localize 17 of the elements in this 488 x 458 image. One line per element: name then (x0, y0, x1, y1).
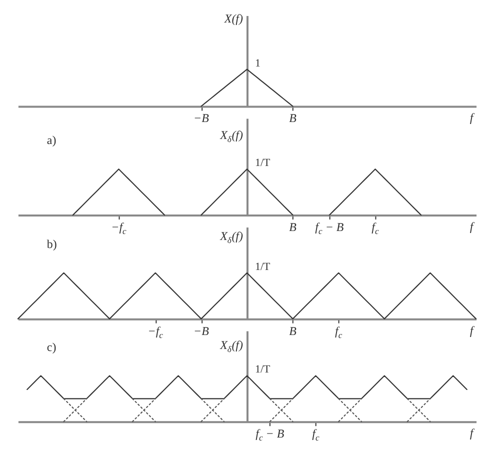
annotation: 1/T (254, 364, 271, 376)
x-tick-label: B (289, 111, 298, 126)
chart-title: c) (46, 340, 56, 354)
text: 1 (254, 57, 260, 70)
x-axis-title: f (470, 110, 475, 125)
annotation: 1/T (254, 157, 271, 170)
x-axis-title: f (470, 323, 475, 338)
x-tick-label: −B (193, 111, 210, 126)
chart-title: b) (46, 236, 57, 251)
y-axis-title: X(f) (223, 11, 243, 26)
x-tick-label: B (289, 220, 298, 234)
x-axis-title: f (470, 220, 475, 234)
chart-title: a) (46, 133, 56, 148)
x-axis-title: f (470, 426, 475, 440)
x-tick-label: B (289, 324, 298, 338)
annotation: 1/T (254, 260, 271, 273)
x-tick-label: −B (193, 324, 210, 338)
